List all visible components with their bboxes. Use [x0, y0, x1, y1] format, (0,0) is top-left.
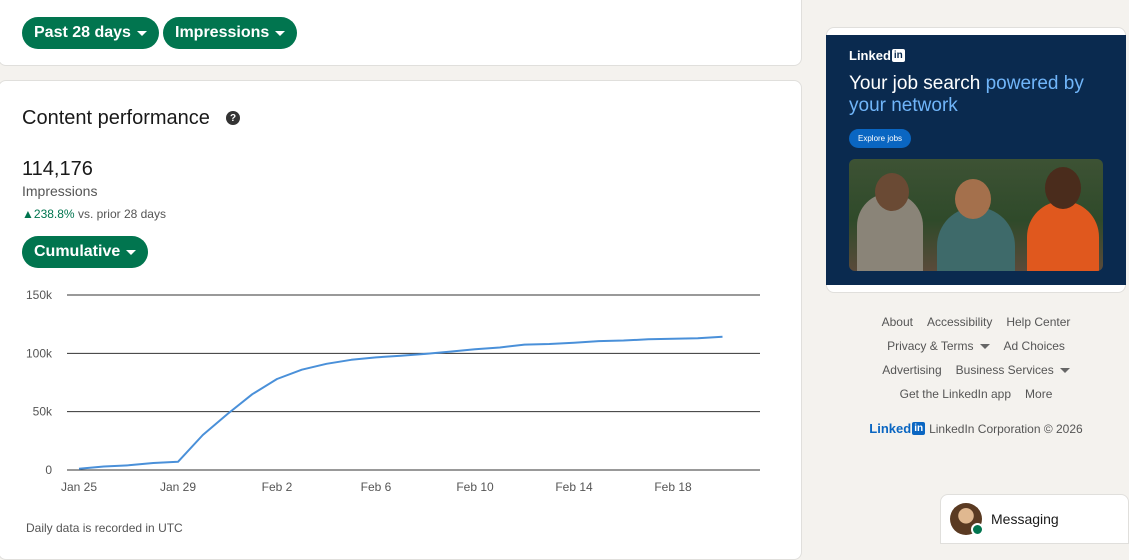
delta-value: 238.8%: [33, 207, 75, 221]
footer-row-2: Privacy & Terms Ad Choices: [826, 339, 1126, 353]
impressions-chart: 0 50k 100k 150k Jan 25 Jan 29 Feb 2 Feb 6 Feb 10…: [26, 288, 760, 494]
footer-copyright: LinkedIn Corporation © 2026: [929, 421, 1083, 436]
delta-line: ▲238.8% vs. prior 28 days: [22, 207, 166, 221]
footer-privacy-label: Privacy & Terms: [887, 339, 974, 353]
caret-down-icon: [275, 30, 286, 36]
metric-name: Impressions: [22, 183, 98, 199]
ad-headline-plain: Your job search: [849, 73, 986, 94]
footer-ad-choices[interactable]: Ad Choices: [1003, 339, 1065, 353]
footer-business-services[interactable]: Business Services: [956, 363, 1070, 377]
x-tick-label: Feb 6: [361, 480, 392, 494]
y-tick-label: 150k: [26, 288, 53, 302]
messaging-avatar: [950, 503, 984, 536]
x-tick-label: Feb 14: [555, 480, 593, 494]
y-tick-label: 0: [45, 463, 52, 477]
footer-advertising[interactable]: Advertising: [882, 363, 942, 377]
ad-photo: [849, 159, 1103, 271]
footer-business-label: Business Services: [955, 363, 1054, 377]
period-dropdown-label: Past 28 days: [34, 24, 131, 41]
period-dropdown[interactable]: Past 28 days: [22, 17, 159, 49]
caret-down-icon: [126, 249, 137, 255]
footer-row-1: About Accessibility Help Center: [826, 315, 1126, 329]
messaging-label: Messaging: [991, 511, 1059, 527]
ad-headline: Your job search powered by your network: [849, 73, 1119, 117]
footer-privacy-terms[interactable]: Privacy & Terms: [887, 339, 990, 353]
footer-row-4: Get the LinkedIn app More: [826, 387, 1126, 401]
x-tick-label: Feb 2: [262, 480, 293, 494]
ad-headline-highlight: powered by your network: [849, 73, 1084, 116]
mode-dropdown-label: Cumulative: [34, 243, 121, 260]
series-line: [78, 335, 723, 470]
messaging-bar[interactable]: Messaging: [940, 494, 1129, 544]
footer-about[interactable]: About: [881, 315, 913, 329]
caret-down-icon: [979, 343, 990, 349]
delta-suffix: vs. prior 28 days: [77, 207, 166, 221]
explore-jobs-button[interactable]: Explore jobs: [849, 129, 912, 148]
footer-copyright-row: Linked in LinkedIn Corporation © 2026: [826, 421, 1126, 436]
impressions-total: 114,176: [22, 158, 93, 180]
x-tick-label: Feb 10: [456, 480, 494, 494]
footer-help-center[interactable]: Help Center: [1006, 315, 1071, 329]
caret-down-icon: [136, 30, 147, 36]
content-performance-card: [0, 80, 802, 560]
y-tick-label: 100k: [26, 346, 53, 360]
ad-brand-in: in: [891, 49, 905, 62]
help-icon[interactable]: ?: [226, 111, 240, 125]
metric-dropdown-label: Impressions: [175, 24, 270, 41]
footer-logo-in: in: [912, 422, 926, 435]
mode-dropdown[interactable]: Cumulative: [22, 236, 149, 268]
job-search-ad[interactable]: Linked in Your job search powered by your…: [826, 35, 1126, 285]
online-status-dot: [971, 523, 984, 536]
footer-get-app[interactable]: Get the LinkedIn app: [899, 387, 1012, 401]
utc-note: Daily data is recorded in UTC: [26, 521, 183, 535]
trend-up-icon: ▲: [22, 207, 34, 221]
section-title: Content performance: [22, 107, 210, 129]
linkedin-logo: Linked in: [849, 48, 905, 63]
metric-dropdown[interactable]: Impressions: [163, 17, 298, 49]
footer-logo-text: Linked: [869, 421, 912, 436]
footer-accessibility[interactable]: Accessibility: [926, 315, 993, 329]
caret-down-icon: [1059, 367, 1070, 373]
footer-more[interactable]: More: [1025, 387, 1053, 401]
x-tick-label: Jan 29: [160, 480, 196, 494]
ad-brand: Linked: [849, 48, 891, 63]
x-tick-label: Feb 18: [654, 480, 692, 494]
footer-row-3: Advertising Business Services: [826, 363, 1126, 377]
linkedin-logo: Linked in: [869, 421, 926, 436]
y-tick-label: 50k: [33, 405, 53, 419]
x-tick-label: Jan 25: [61, 480, 97, 494]
